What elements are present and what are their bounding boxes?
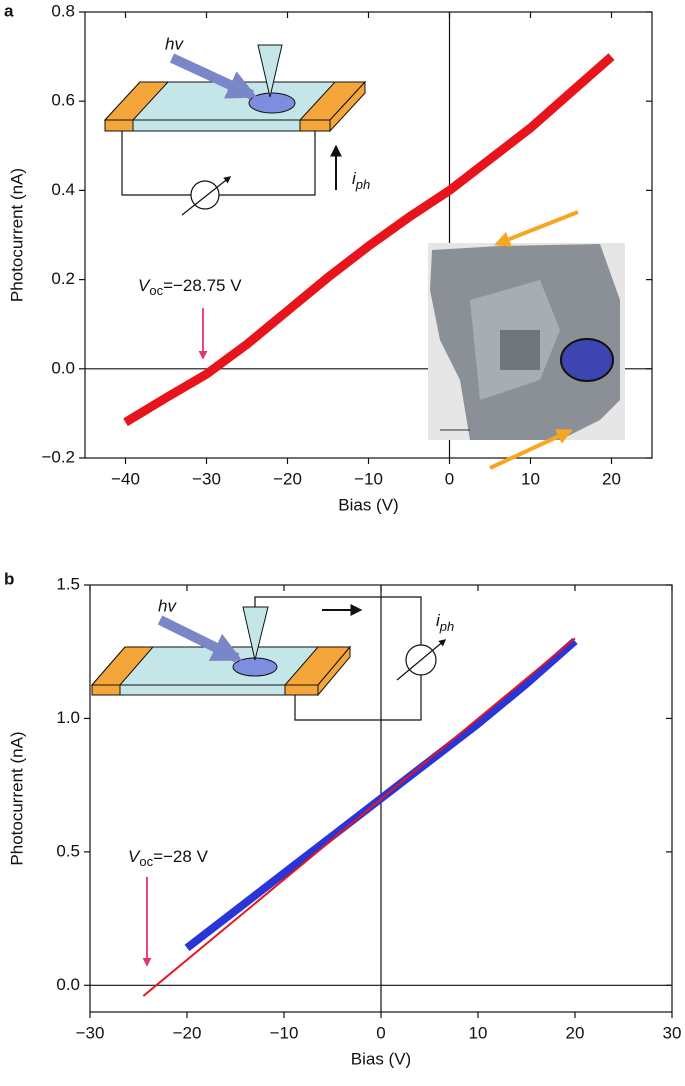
- y-tick-label: 0.8: [51, 1, 75, 20]
- photon-label: hv: [165, 34, 184, 53]
- x-axis-label: Bias (V): [338, 495, 398, 514]
- current-symbol: i: [436, 611, 441, 630]
- micrograph: [428, 210, 625, 470]
- panel-label: a: [4, 1, 14, 20]
- panel-b: −30 −20 −10 0 10 20 30 0.0 0.5 1.0 1.5 Bias (V) Phot…: [4, 569, 681, 1068]
- voc-symbol: V: [128, 847, 141, 866]
- schematic-a: hv iph: [103, 34, 370, 216]
- voc-value: =−28.75 V: [163, 276, 242, 295]
- y-tick-label: 0.4: [51, 180, 75, 199]
- x-tick-label: −10: [354, 469, 383, 488]
- x-tick-label: 0: [445, 469, 454, 488]
- x-tick-label: −20: [173, 1023, 202, 1042]
- y-axis-label: Photocurrent (nA): [7, 731, 26, 865]
- voc-value: =−28 V: [153, 847, 208, 866]
- current-label: iph: [436, 611, 454, 634]
- panel-a: −40 −30 −20 −10 0 10 20 −0.2 0.0 0.2 0.4 0.6 0.8 Bias…: [4, 1, 653, 514]
- current-label: iph: [352, 169, 370, 192]
- x-tick-label: −30: [76, 1023, 105, 1042]
- data-line: [142, 637, 576, 997]
- voc-annotation: Voc=−28 V: [128, 847, 209, 869]
- y-axis-label: Photocurrent (nA): [7, 168, 26, 302]
- x-tick-label: 10: [469, 1023, 488, 1042]
- voc-annotation: Voc=−28.75 V: [138, 276, 242, 298]
- voc-subscript: oc: [139, 854, 153, 869]
- y-tick-label: 0.0: [56, 975, 80, 994]
- x-axis-label: Bias (V): [351, 1049, 411, 1068]
- current-subscript: ph: [439, 619, 454, 634]
- y-tick-label: 0.2: [51, 269, 75, 288]
- y-tick-label: 0.0: [51, 358, 75, 377]
- x-tick-label: −40: [111, 469, 140, 488]
- panel-label: b: [4, 569, 14, 588]
- y-tick-label: 0.6: [51, 91, 75, 110]
- y-tick-label: 1.5: [56, 574, 80, 593]
- photon-label: hv: [158, 596, 177, 615]
- x-tick-label: −30: [192, 469, 221, 488]
- current-symbol: i: [352, 169, 357, 188]
- voc-subscript: oc: [149, 283, 163, 298]
- x-tick-label: −20: [273, 469, 302, 488]
- y-tick-label: 0.5: [56, 841, 80, 860]
- y-tick-label: 1.0: [56, 708, 80, 727]
- current-subscript: ph: [355, 177, 370, 192]
- x-tick-label: 20: [602, 469, 621, 488]
- y-tick-label: −0.2: [41, 447, 75, 466]
- x-tick-label: 30: [663, 1023, 682, 1042]
- x-tick-label: −10: [270, 1023, 299, 1042]
- schematic-b: hv iph: [90, 596, 454, 721]
- x-tick-label: 10: [521, 469, 540, 488]
- x-tick-label: 0: [376, 1023, 385, 1042]
- x-tick-label: 20: [566, 1023, 585, 1042]
- data-line: [123, 53, 615, 427]
- voc-symbol: V: [138, 276, 151, 295]
